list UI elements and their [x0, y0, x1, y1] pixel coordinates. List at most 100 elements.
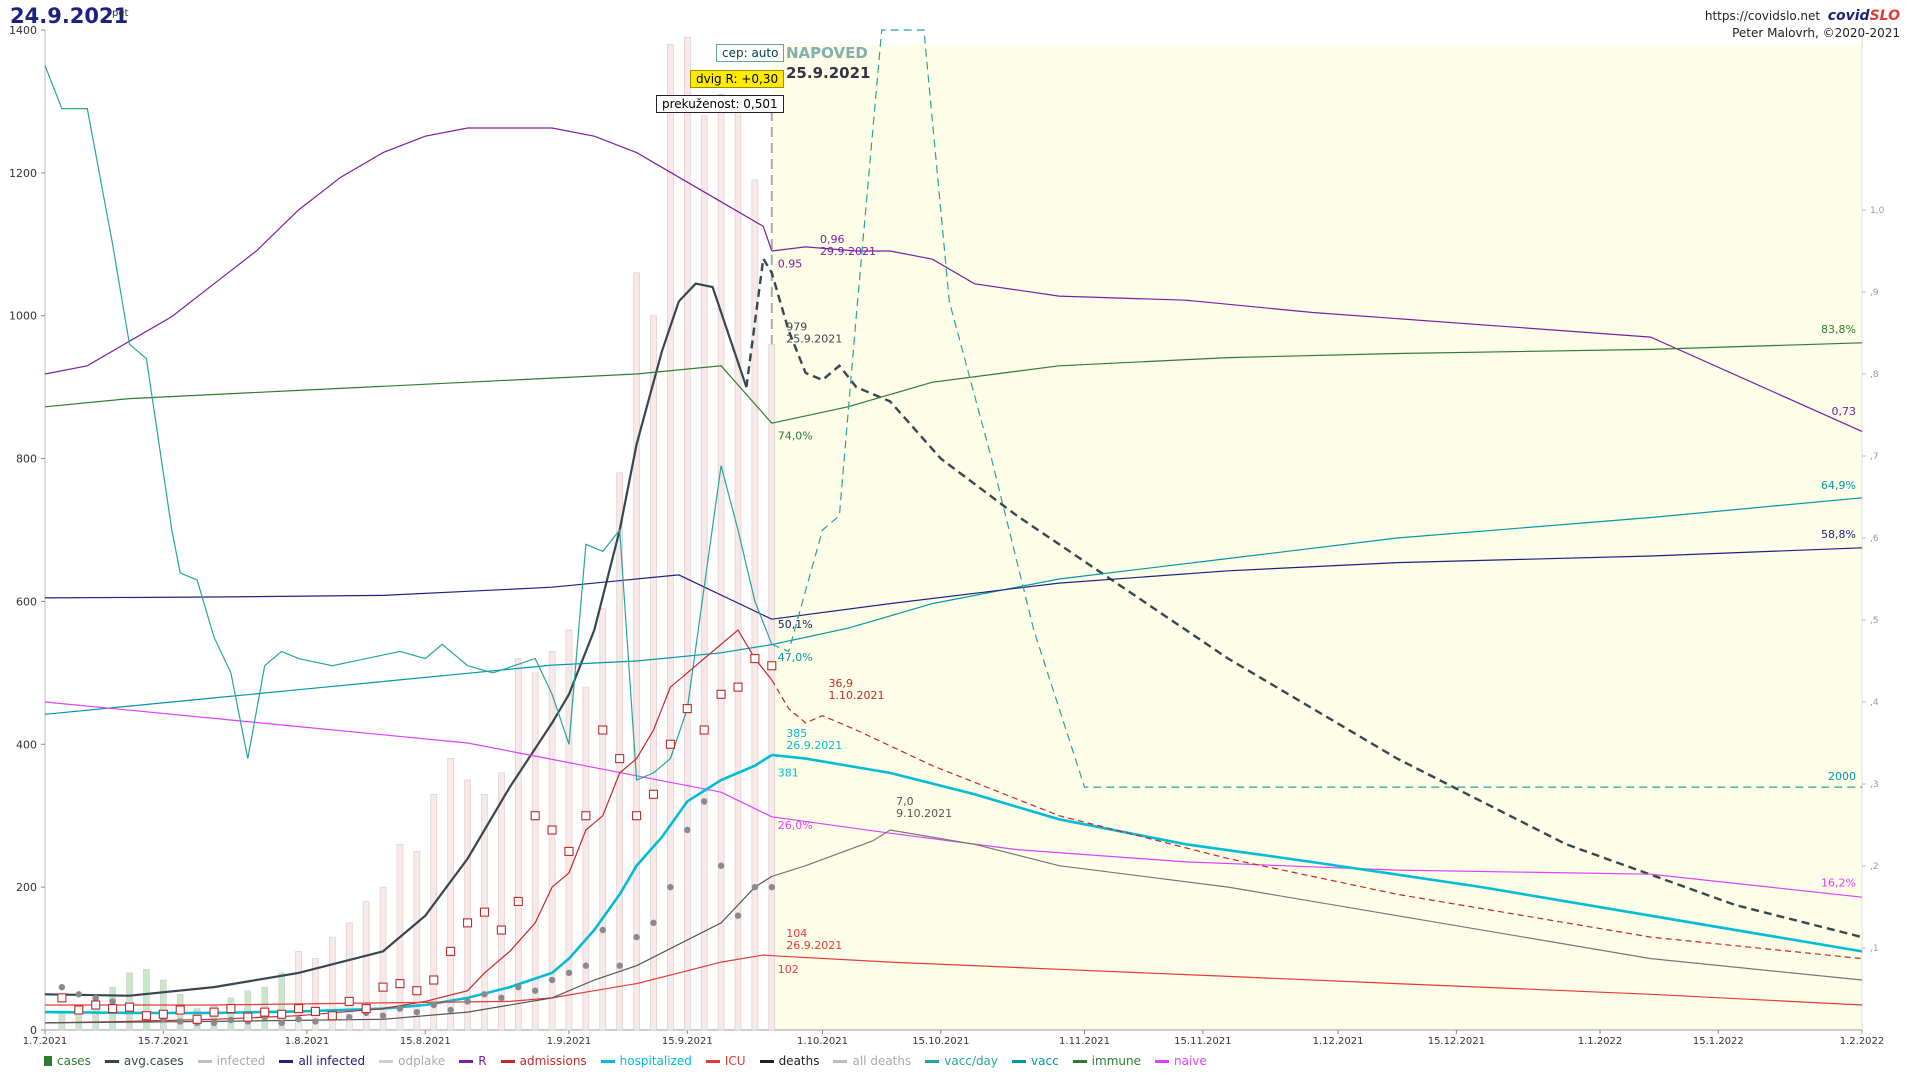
- cases-bar: [329, 936, 336, 1031]
- legend-swatch: [379, 1059, 394, 1063]
- cases-bar: [683, 36, 691, 1031]
- deaths-dot: [447, 1006, 454, 1014]
- admissions-marker: [344, 996, 354, 1006]
- admissions-marker: [598, 725, 608, 735]
- admissions-marker: [260, 1007, 270, 1017]
- legend-item-hospitalized[interactable]: hospitalized: [600, 1054, 692, 1068]
- deaths-dot: [700, 798, 708, 805]
- cases-bar: [700, 115, 708, 1031]
- legend-label: deaths: [778, 1054, 820, 1068]
- x-tick-label: 15.1.2022: [1693, 1036, 1744, 1047]
- value-label: 979: [786, 321, 807, 334]
- cep-control[interactable]: cep: auto: [716, 44, 785, 62]
- legend-item-infected[interactable]: infected: [197, 1054, 265, 1068]
- legend-swatch: [1072, 1059, 1087, 1063]
- deaths-dot: [346, 1013, 353, 1021]
- deaths-dot: [734, 912, 742, 919]
- value-label-date: 29.9.2021: [820, 245, 876, 258]
- deaths-dot: [548, 976, 556, 984]
- deaths-dot: [379, 1012, 387, 1019]
- legend-item-admissions[interactable]: admissions: [500, 1054, 587, 1068]
- value-label: 7,0: [896, 795, 914, 808]
- y-right-tick-label: ,2: [1870, 862, 1879, 872]
- admissions-marker: [108, 1004, 118, 1014]
- legend-item-r[interactable]: R: [459, 1054, 487, 1068]
- legend-item-deaths[interactable]: deaths: [759, 1054, 820, 1068]
- series-r-forecast: [771, 246, 1863, 432]
- deaths-dot: [684, 826, 691, 834]
- cases-bar: [143, 968, 150, 1031]
- legend-item-odplake[interactable]: odplake: [379, 1054, 445, 1068]
- value-label-date: 25.9.2021: [786, 333, 842, 346]
- admissions-marker: [327, 1011, 337, 1021]
- legend-label: immune: [1091, 1054, 1141, 1068]
- y-right-tick-label: ,9: [1870, 288, 1879, 298]
- series-vacc-day: [44, 65, 773, 781]
- legend-swatch: [600, 1059, 615, 1063]
- legend-swatch: [1012, 1059, 1027, 1063]
- cases-bar: [362, 901, 370, 1031]
- cases-bar: [667, 43, 674, 1031]
- cases-bar: [514, 658, 522, 1031]
- admissions-marker: [395, 979, 405, 989]
- cases-bar: [751, 179, 759, 1031]
- deaths-dot: [430, 1001, 437, 1009]
- legend-item-vacc-day[interactable]: vacc/day: [925, 1054, 998, 1068]
- legend-item-all-infected[interactable]: all infected: [279, 1054, 365, 1068]
- y-right-tick-label: ,7: [1870, 452, 1879, 462]
- value-label-date: 1.10.2021: [829, 689, 885, 702]
- y-right-tick-label: ,4: [1870, 698, 1879, 708]
- legend-label: vacc: [1031, 1054, 1059, 1068]
- legend-swatch: [44, 1056, 52, 1066]
- deaths-dot: [498, 994, 505, 1002]
- cases-bar: [244, 990, 252, 1031]
- legend-item-avg-cases[interactable]: avg.cases: [104, 1054, 184, 1068]
- cases-bar: [633, 272, 640, 1031]
- legend-item-cases[interactable]: cases: [44, 1054, 91, 1068]
- prekuzenost-control[interactable]: prekuženost: 0,501: [656, 95, 784, 113]
- cases-bar: [295, 951, 302, 1031]
- value-label: 16,2%: [1821, 877, 1856, 890]
- deaths-dot: [667, 883, 674, 891]
- legend-label: admissions: [519, 1054, 587, 1068]
- legend-label: hospitalized: [619, 1054, 692, 1068]
- series-immune: [44, 365, 773, 424]
- value-label: 47,0%: [778, 651, 813, 664]
- value-label-date: 26.9.2021: [786, 739, 842, 752]
- deaths-dot: [481, 991, 488, 998]
- legend-item-all-deaths[interactable]: all deaths: [833, 1054, 911, 1068]
- cases-bar: [548, 651, 556, 1031]
- cases-bar: [58, 1011, 66, 1031]
- y-right-tick-label: 1,0: [1870, 206, 1885, 216]
- deaths-dot: [464, 998, 471, 1005]
- value-label: 58,8%: [1821, 528, 1856, 541]
- legend-item-icu[interactable]: ICU: [705, 1054, 746, 1068]
- deaths-dot: [210, 1019, 218, 1027]
- brand-logo-covid: covid: [1827, 8, 1870, 24]
- value-label: 50,1%: [778, 618, 813, 631]
- dvig-r-control[interactable]: dvig R: +0,30: [690, 70, 785, 88]
- legend-item-immune[interactable]: immune: [1072, 1054, 1141, 1068]
- value-label: 74,0%: [778, 430, 813, 443]
- admissions-marker: [192, 1014, 202, 1024]
- legend-swatch: [197, 1059, 212, 1063]
- cases-bar: [126, 972, 133, 1031]
- site-url[interactable]: https://covidslo.net: [1704, 9, 1821, 23]
- deaths-dot: [650, 919, 657, 927]
- legend-item-naive[interactable]: naive: [1154, 1054, 1207, 1068]
- admissions-marker: [226, 1004, 236, 1014]
- admissions-marker: [632, 811, 642, 821]
- legend-label: vacc/day: [944, 1054, 999, 1068]
- deaths-dot: [227, 1016, 235, 1024]
- y-left-tick-label: 200: [16, 881, 37, 894]
- legend-item-vacc[interactable]: vacc: [1012, 1054, 1059, 1068]
- y-left-tick-label: 400: [16, 738, 37, 751]
- value-label: 36,9: [829, 677, 854, 690]
- deaths-dot: [396, 1005, 404, 1012]
- y-right-tick-label: ,5: [1870, 616, 1879, 626]
- deaths-dot: [278, 1019, 285, 1027]
- admissions-marker: [767, 661, 777, 671]
- admissions-marker: [124, 1002, 135, 1012]
- cases-bar: [379, 886, 387, 1031]
- series-vacc-forecast: [771, 497, 1863, 646]
